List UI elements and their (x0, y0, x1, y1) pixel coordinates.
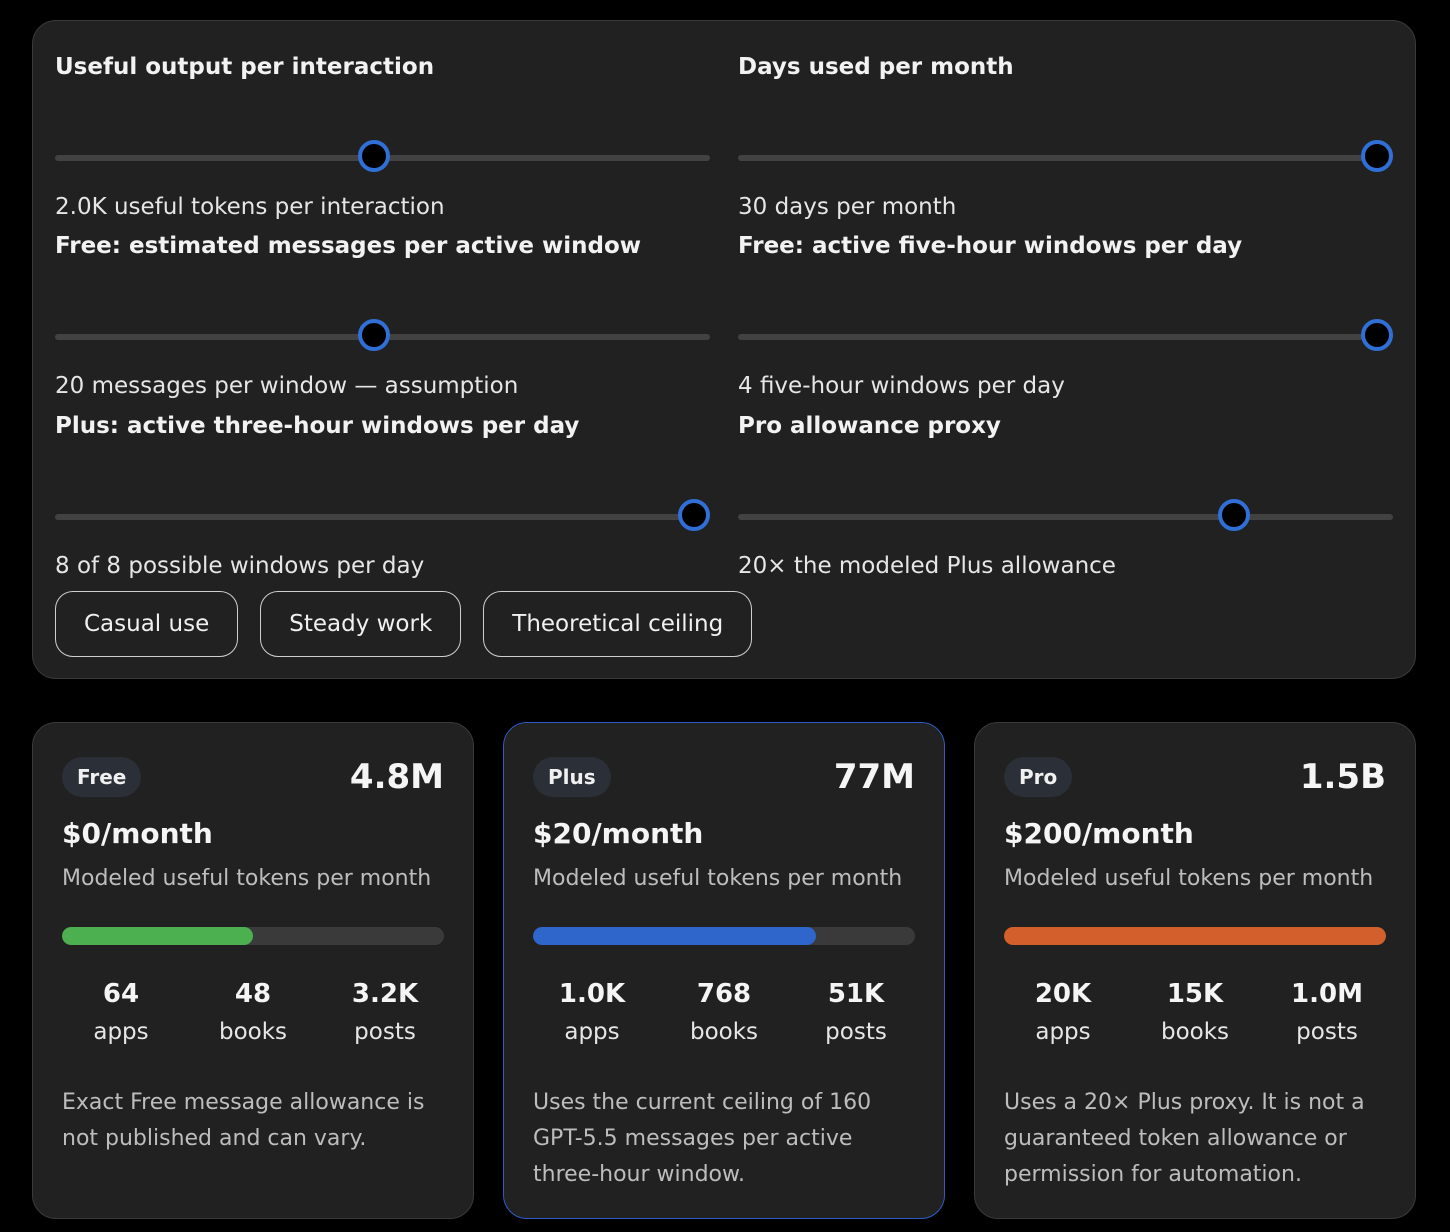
days-used-value: 30 days per month (738, 194, 957, 220)
plan-card-pro: Pro 1.5B $200/month Modeled useful token… (974, 722, 1416, 1219)
days-used-slider-thumb[interactable] (1361, 140, 1393, 172)
plan-price: $200/month (1004, 817, 1194, 850)
plan-progress-fill (1004, 927, 1386, 945)
plan-stats: 20K apps 15K books 1.0M posts (1004, 979, 1386, 1045)
plus-windows-slider-thumb[interactable] (678, 499, 710, 531)
free-messages-value: 20 messages per window — assumption (55, 373, 519, 399)
stat-label: posts (825, 1019, 887, 1045)
plan-note: Uses the current ceiling of 160 GPT-5.5 … (533, 1090, 872, 1187)
stat-apps: 20K apps (1004, 979, 1122, 1045)
useful-output-label: Useful output per interaction (55, 54, 435, 80)
plan-token-total: 1.5B (1299, 757, 1386, 797)
free-messages-slider-thumb[interactable] (358, 319, 391, 351)
settings-panel: Useful output per interaction 2.0K usefu… (32, 20, 1416, 679)
days-used-label: Days used per month (738, 54, 1014, 80)
stat-posts: 1.0M posts (1268, 979, 1386, 1045)
stat-books: 768 books (665, 979, 783, 1045)
stat-value: 768 (696, 979, 752, 1009)
free-messages-label: Free: estimated messages per active wind… (55, 233, 641, 259)
stat-apps: 64 apps (62, 979, 180, 1045)
pro-proxy-value: 20× the modeled Plus allowance (738, 553, 1116, 579)
plan-description: Modeled useful tokens per month (62, 866, 432, 891)
preset-buttons: Casual use Steady work Theoretical ceili… (55, 591, 753, 657)
stat-value: 3.2K (351, 979, 419, 1009)
plan-progress-fill (62, 927, 253, 945)
useful-output-slider-thumb[interactable] (358, 140, 391, 172)
stat-label: books (689, 1019, 759, 1045)
plan-stats: 64 apps 48 books 3.2K posts (62, 979, 444, 1045)
plan-note: Exact Free message allowance is not publ… (62, 1090, 425, 1151)
stat-label: posts (354, 1019, 416, 1045)
plan-token-total: 4.8M (349, 757, 444, 797)
free-windows-slider-track[interactable] (738, 334, 1393, 340)
stat-books: 15K books (1136, 979, 1254, 1045)
plan-badge: Plus (533, 757, 611, 797)
plan-description: Modeled useful tokens per month (533, 866, 903, 891)
plan-note: Uses a 20× Plus proxy. It is not a guara… (1004, 1090, 1365, 1187)
plan-progress-bar (62, 927, 444, 945)
plan-price: $0/month (62, 817, 213, 850)
preset-casual-use-button[interactable]: Casual use (55, 591, 239, 657)
stat-label: books (218, 1019, 288, 1045)
plan-progress-bar (1004, 927, 1386, 945)
plus-windows-value: 8 of 8 possible windows per day (55, 553, 425, 579)
plan-description: Modeled useful tokens per month (1004, 866, 1374, 891)
stat-posts: 51K posts (797, 979, 915, 1045)
plan-progress-bar (533, 927, 915, 945)
plan-token-total: 77M (833, 757, 915, 797)
pro-proxy-slider-thumb[interactable] (1217, 499, 1250, 531)
stat-value: 20K (1034, 979, 1092, 1009)
stat-apps: 1.0K apps (533, 979, 651, 1045)
stat-value: 48 (234, 979, 272, 1009)
stat-value: 1.0K (558, 979, 626, 1009)
days-used-slider-track[interactable] (738, 155, 1393, 161)
plus-windows-label: Plus: active three-hour windows per day (55, 413, 580, 439)
plan-card-free: Free 4.8M $0/month Modeled useful tokens… (32, 722, 474, 1219)
useful-output-value: 2.0K useful tokens per interaction (55, 194, 445, 220)
plan-badge: Pro (1004, 757, 1073, 797)
free-windows-slider-thumb[interactable] (1361, 319, 1393, 351)
free-windows-value: 4 five-hour windows per day (738, 373, 1065, 399)
stat-value: 15K (1166, 979, 1224, 1009)
stat-books: 48 books (194, 979, 312, 1045)
stat-label: books (1160, 1019, 1230, 1045)
plan-card-plus: Plus 77M $20/month Modeled useful tokens… (503, 722, 945, 1219)
stat-label: apps (1035, 1019, 1091, 1045)
free-windows-label: Free: active five-hour windows per day (738, 233, 1243, 259)
plan-progress-fill (533, 927, 816, 945)
plus-windows-slider-track[interactable] (55, 514, 710, 520)
stat-value: 64 (102, 979, 140, 1009)
plan-badge: Free (62, 757, 142, 797)
pro-proxy-label: Pro allowance proxy (738, 413, 1001, 439)
stat-posts: 3.2K posts (326, 979, 444, 1045)
plan-stats: 1.0K apps 768 books 51K posts (533, 979, 915, 1045)
preset-steady-work-button[interactable]: Steady work (260, 591, 462, 657)
plan-price: $20/month (533, 817, 704, 850)
stat-label: apps (564, 1019, 620, 1045)
stat-value: 51K (827, 979, 885, 1009)
stat-label: posts (1296, 1019, 1358, 1045)
preset-theoretical-ceiling-button[interactable]: Theoretical ceiling (483, 591, 753, 657)
pro-proxy-slider-track[interactable] (738, 514, 1393, 520)
stat-value: 1.0M (1291, 979, 1363, 1009)
stat-label: apps (93, 1019, 149, 1045)
